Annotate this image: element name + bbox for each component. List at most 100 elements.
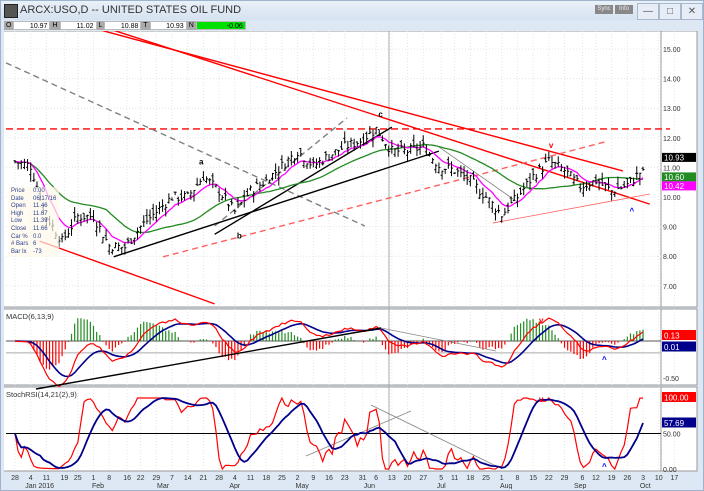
price-bar xyxy=(318,157,322,168)
price-bar xyxy=(371,129,375,148)
price-bar xyxy=(349,137,353,148)
price-bar xyxy=(261,180,265,188)
x-tick-label: 3 xyxy=(641,475,645,482)
price-bar xyxy=(415,143,419,157)
price-bar xyxy=(270,172,274,181)
month-label: Jun xyxy=(364,483,375,489)
panel-0 xyxy=(4,31,662,308)
price-tick-label: 11.00 xyxy=(663,165,680,172)
price-bar xyxy=(299,147,303,157)
price-bar xyxy=(70,219,74,236)
price-bar xyxy=(314,158,318,170)
panel-1 xyxy=(4,308,662,386)
trendline xyxy=(162,141,606,258)
x-tick-label: 31 xyxy=(359,475,367,482)
price-bar xyxy=(613,191,617,197)
x-tick-label: 10 xyxy=(655,475,663,482)
price-bar xyxy=(622,180,626,188)
price-bar xyxy=(110,248,114,255)
month-label: Oct xyxy=(640,483,651,489)
price-bar xyxy=(343,131,347,144)
price-bar xyxy=(578,183,582,193)
x-tick-label: 1 xyxy=(500,475,504,482)
price-tick-label: 12.00 xyxy=(663,136,681,143)
price-bar xyxy=(126,237,130,244)
price-bar xyxy=(132,237,136,245)
price-bar xyxy=(509,196,513,204)
quote-value: -0.06 xyxy=(195,21,246,30)
info-button[interactable]: Info xyxy=(615,5,633,14)
price-bar xyxy=(107,243,111,255)
x-tick-label: 13 xyxy=(388,475,396,482)
price-bar xyxy=(286,156,290,168)
x-tick-label: 25 xyxy=(278,475,286,482)
price-bar xyxy=(85,214,89,224)
price-bar xyxy=(101,236,105,244)
price-bar xyxy=(522,182,526,196)
price-bar xyxy=(82,212,86,222)
x-tick-label: 23 xyxy=(341,475,349,482)
price-bar xyxy=(638,172,642,186)
price-bar xyxy=(129,238,133,244)
sync-button[interactable]: Sync xyxy=(595,5,613,14)
info-key: Price xyxy=(11,188,25,194)
price-bar xyxy=(233,209,237,215)
quote-value: 10.93 xyxy=(149,21,187,30)
x-tick-label: 6 xyxy=(581,475,585,482)
price-bar xyxy=(223,187,227,201)
maximize-icon: □ xyxy=(666,6,674,17)
price-bar xyxy=(321,160,325,166)
price-bar xyxy=(493,208,497,221)
trendline xyxy=(5,62,366,227)
stochrsi-wave-label: ^ xyxy=(602,462,607,471)
price-chart[interactable]: 28 4 11 19 25 1 8 16 22 29 7 14 21 28 4 11 18 25 2 9 16 23 31 6… xyxy=(4,31,700,489)
x-tick-label: 12 xyxy=(592,475,600,482)
minimize-button[interactable]: — xyxy=(637,3,659,20)
info-row: Close 11.66 xyxy=(11,226,56,234)
price-bar xyxy=(569,171,573,177)
price-bar xyxy=(201,171,205,181)
stochrsi-d-line xyxy=(14,397,644,469)
price-bar xyxy=(264,174,268,181)
wave-label: v xyxy=(549,141,554,150)
price-bar xyxy=(563,166,567,179)
maximize-button[interactable]: □ xyxy=(659,3,681,20)
price-bar xyxy=(161,199,165,212)
price-bar xyxy=(167,193,171,204)
price-bar xyxy=(368,126,372,135)
x-tick-label: 17 xyxy=(671,475,679,482)
price-bar xyxy=(606,177,610,190)
price-bar xyxy=(208,178,212,185)
price-bar xyxy=(531,167,535,181)
price-bar xyxy=(324,150,328,161)
price-bar xyxy=(346,140,350,155)
x-tick-label: 16 xyxy=(123,475,131,482)
price-bar xyxy=(242,190,246,208)
price-bar xyxy=(258,181,262,192)
x-tick-label: 4 xyxy=(29,475,33,482)
x-tick-label: 11 xyxy=(451,475,458,482)
price-bar xyxy=(443,168,447,174)
price-bar xyxy=(497,204,501,214)
price-bar xyxy=(192,189,196,202)
app-icon xyxy=(4,4,18,18)
ma-fast-badge: 10.42 xyxy=(664,182,685,191)
info-row: High 11.67 xyxy=(11,211,56,219)
x-tick-label: 2 xyxy=(296,475,300,482)
price-bar xyxy=(632,177,636,187)
quote-key: N xyxy=(186,21,196,30)
x-tick-label: 29 xyxy=(152,475,160,482)
price-bar xyxy=(29,162,33,182)
price-bar xyxy=(572,173,576,185)
price-bar xyxy=(92,210,96,223)
close-button[interactable]: ✕ xyxy=(681,3,703,20)
macd-trendline xyxy=(380,327,497,352)
stochrsi-d-badge: 57.69 xyxy=(664,419,685,428)
price-bar xyxy=(506,202,510,214)
price-bar xyxy=(418,140,422,155)
price-bar xyxy=(374,126,378,135)
trendline xyxy=(39,240,215,305)
price-bar xyxy=(566,165,570,178)
price-bar xyxy=(145,209,149,225)
price-bar xyxy=(603,182,607,192)
